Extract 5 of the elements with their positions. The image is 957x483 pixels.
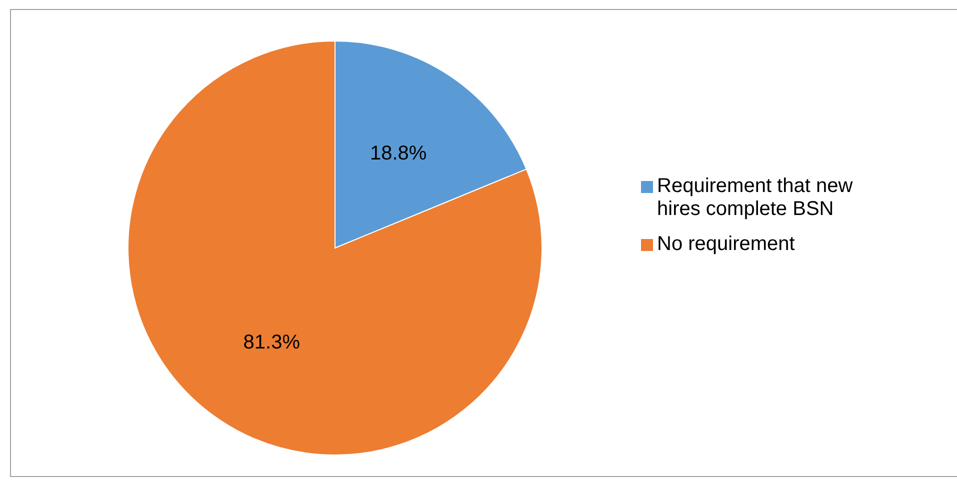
legend-label: Requirement that new hires complete BSN (657, 175, 854, 221)
data-label: 81.3% (243, 332, 300, 354)
data-label: 18.8% (370, 142, 427, 164)
pie-slice (128, 40, 542, 456)
legend-label: No requirement (657, 233, 795, 256)
